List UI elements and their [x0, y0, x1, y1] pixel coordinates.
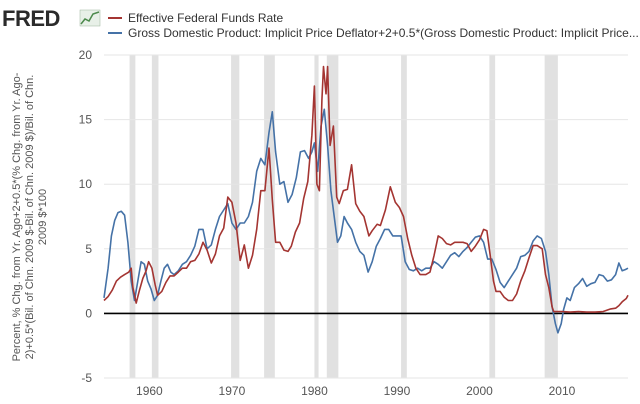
recession-band-4: [314, 55, 319, 378]
y-tick-label-15: 15: [79, 113, 93, 127]
x-tick-label-1960: 1960: [136, 384, 163, 398]
x-tick-label-1970: 1970: [219, 384, 246, 398]
fred-chart-icon: [79, 9, 101, 27]
y-axis-title-line-1: Percent, % Chg. from Yr. Ago+2+0.5*(% Ch…: [11, 72, 23, 361]
recession-band-5: [326, 55, 339, 378]
y-tick-label-20: 20: [79, 48, 93, 62]
y-axis-title-line-3: 2009 $*100: [37, 189, 49, 245]
y-axis-title-line-2: 2)+0.5*(Bil. of Chn. 2009 $-Bil. of Chn.…: [24, 75, 36, 360]
fred-logo[interactable]: FRED: [2, 6, 101, 31]
recession-band-7: [489, 55, 496, 378]
y-tick-label--5: -5: [81, 371, 92, 385]
x-tick-label-2000: 2000: [466, 384, 493, 398]
x-tick-label-1980: 1980: [301, 384, 328, 398]
series-line-0: [103, 65, 629, 313]
y-axis-title: Percent, % Chg. from Yr. Ago+2+0.5*(% Ch…: [11, 72, 49, 361]
recession-band-1: [151, 55, 159, 378]
legend: Effective Federal Funds Rate Gross Domes…: [108, 11, 639, 40]
plot-area: -5 0 5 10 15 20 1960 1970 1980 1990 2000 2010: [79, 48, 629, 398]
y-tick-label-0: 0: [85, 306, 92, 320]
series-line-1: [103, 108, 629, 334]
legend-label-fedfunds: Effective Federal Funds Rate: [128, 11, 284, 25]
x-tick-label-2010: 2010: [549, 384, 576, 398]
recession-band-0: [129, 55, 136, 378]
y-tick-label-10: 10: [79, 177, 93, 191]
fred-logo-text: FRED: [2, 6, 60, 31]
legend-label-gdp-deflator: Gross Domestic Product: Implicit Price D…: [128, 26, 639, 40]
recession-band-3: [264, 55, 275, 378]
x-tick-label-1990: 1990: [384, 384, 411, 398]
recession-band-8: [544, 55, 558, 378]
y-tick-label-5: 5: [85, 242, 92, 256]
